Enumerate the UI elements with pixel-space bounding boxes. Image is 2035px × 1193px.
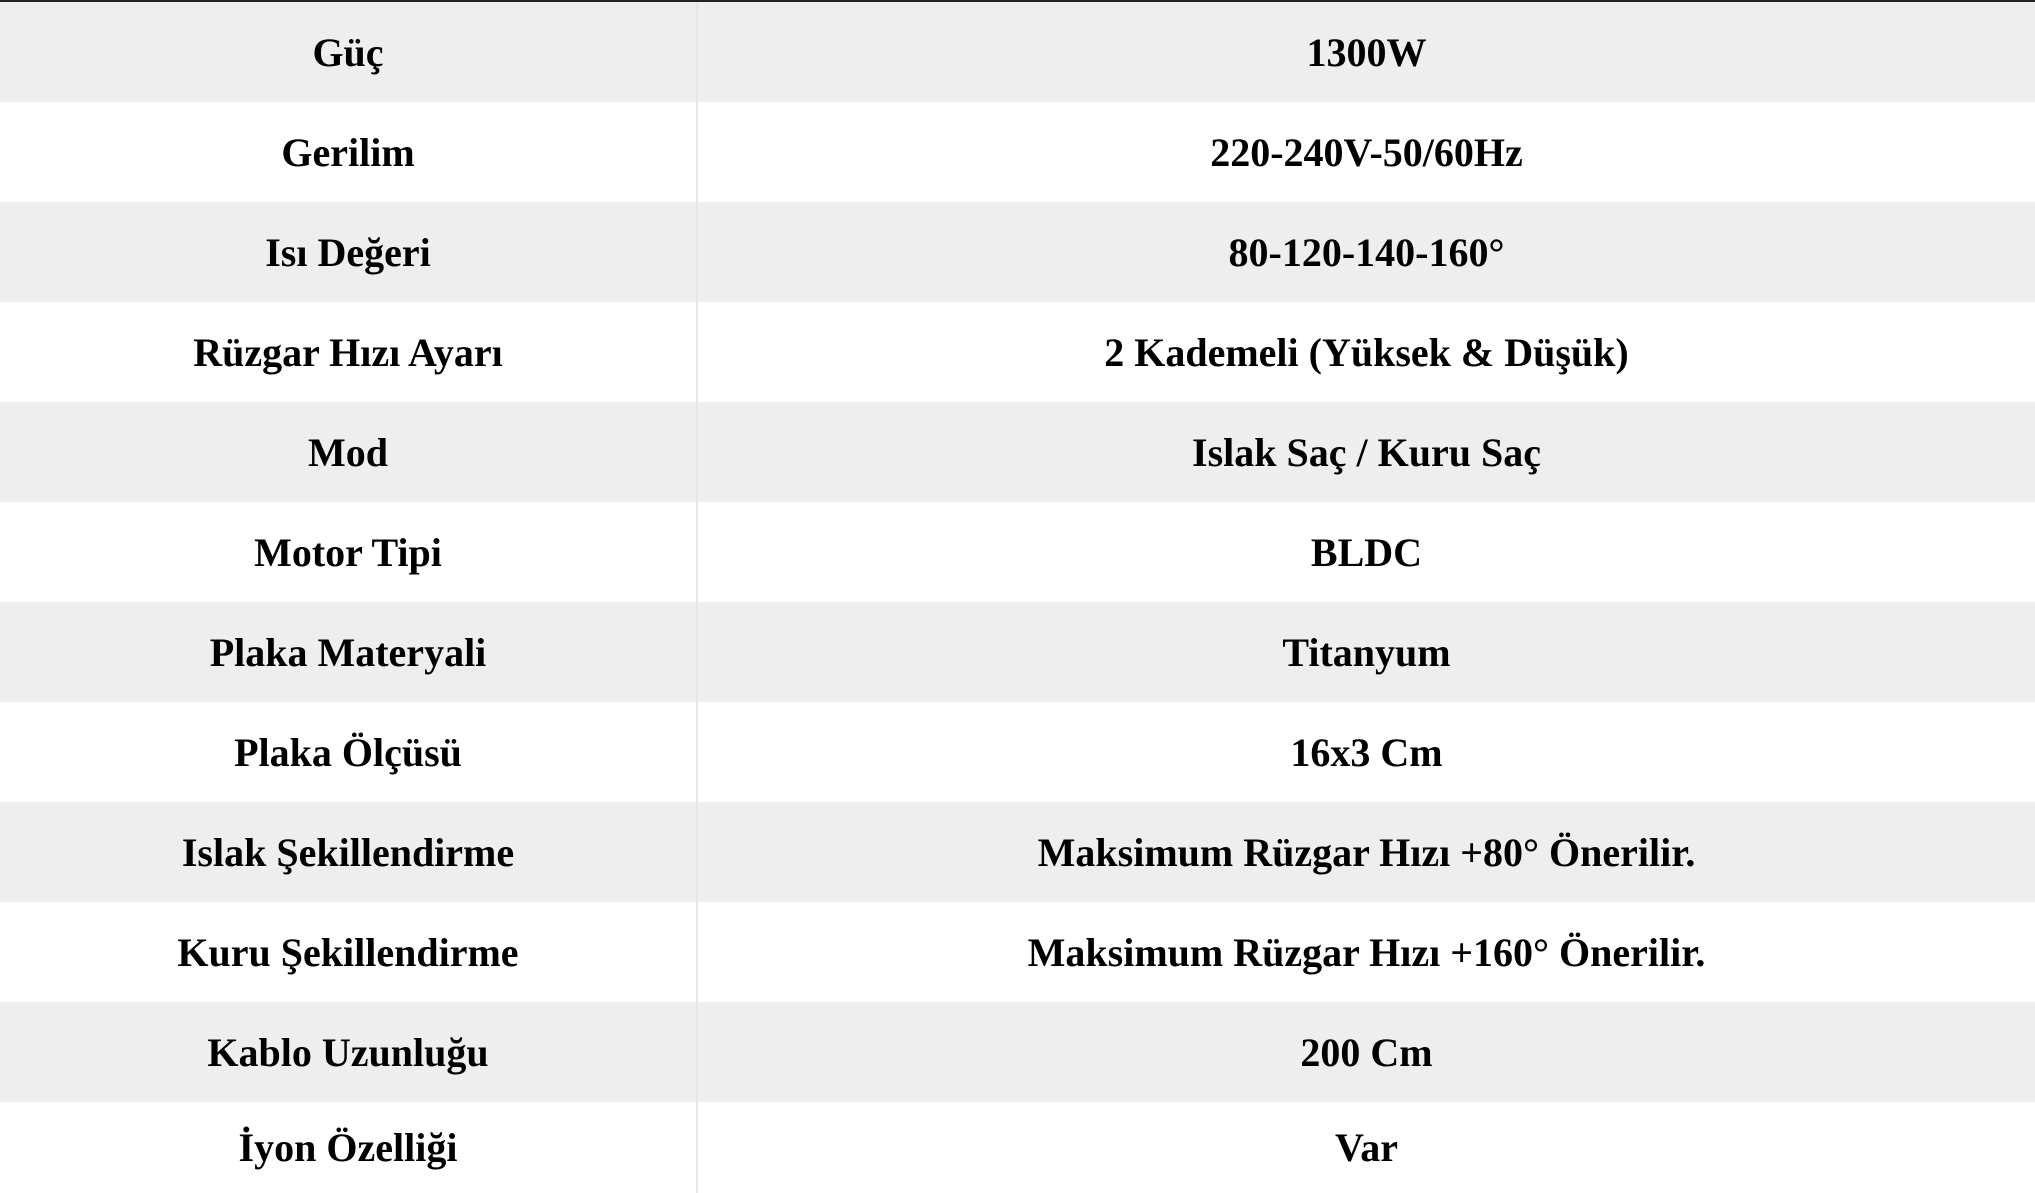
spec-label: Isı Değeri — [0, 202, 698, 302]
spec-label: Plaka Ölçüsü — [0, 702, 698, 802]
spec-label: Kablo Uzunluğu — [0, 1002, 698, 1102]
table-row: Plaka Materyali Titanyum — [0, 602, 2035, 702]
spec-label: Güç — [0, 2, 698, 102]
spec-value: 16x3 Cm — [697, 702, 2035, 802]
spec-value: Titanyum — [697, 602, 2035, 702]
spec-value: Maksimum Rüzgar Hızı +80° Önerilir. — [697, 802, 2035, 902]
spec-value: 2 Kademeli (Yüksek & Düşük) — [697, 302, 2035, 402]
table-row: İyon Özelliği Var — [0, 1102, 2035, 1193]
spec-label: Rüzgar Hızı Ayarı — [0, 302, 698, 402]
spec-value: Var — [697, 1102, 2035, 1193]
table-row: Güç 1300W — [0, 2, 2035, 102]
spec-label: Islak Şekillendirme — [0, 802, 698, 902]
spec-label: Gerilim — [0, 102, 698, 202]
table-row: Plaka Ölçüsü 16x3 Cm — [0, 702, 2035, 802]
table-row: Kuru Şekillendirme Maksimum Rüzgar Hızı +… — [0, 902, 2035, 1002]
spec-value: Maksimum Rüzgar Hızı +160° Önerilir. — [697, 902, 2035, 1002]
spec-label: Motor Tipi — [0, 502, 698, 602]
table-row: Kablo Uzunluğu 200 Cm — [0, 1002, 2035, 1102]
spec-label: Plaka Materyali — [0, 602, 698, 702]
table-row: Mod Islak Saç / Kuru Saç — [0, 402, 2035, 502]
spec-label: Mod — [0, 402, 698, 502]
spec-value: Islak Saç / Kuru Saç — [697, 402, 2035, 502]
table-row: Motor Tipi BLDC — [0, 502, 2035, 602]
spec-value: BLDC — [697, 502, 2035, 602]
spec-value: 220-240V-50/60Hz — [697, 102, 2035, 202]
table-row: Islak Şekillendirme Maksimum Rüzgar Hızı … — [0, 802, 2035, 902]
spec-value: 80-120-140-160° — [697, 202, 2035, 302]
table-row: Isı Değeri 80-120-140-160° — [0, 202, 2035, 302]
spec-label: İyon Özelliği — [0, 1102, 698, 1193]
spec-label: Kuru Şekillendirme — [0, 902, 698, 1002]
table-row: Gerilim 220-240V-50/60Hz — [0, 102, 2035, 202]
spec-value: 1300W — [697, 2, 2035, 102]
spec-value: 200 Cm — [697, 1002, 2035, 1102]
table-row: Rüzgar Hızı Ayarı 2 Kademeli (Yüksek & Dü… — [0, 302, 2035, 402]
